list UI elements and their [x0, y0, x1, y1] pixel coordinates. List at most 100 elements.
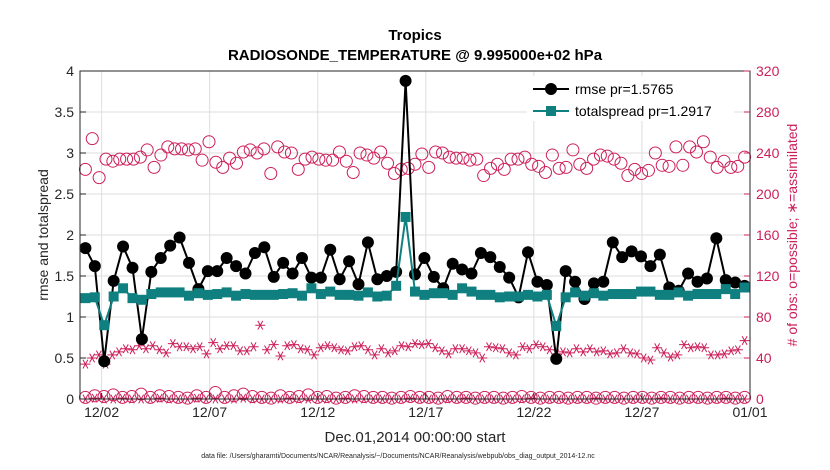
point-rmse — [540, 279, 553, 292]
series-rmse — [79, 74, 751, 368]
point-possible — [353, 146, 367, 160]
point-rmse — [88, 260, 101, 273]
point-possible-low — [682, 390, 696, 404]
point-rmse — [399, 74, 412, 87]
point-totalspread — [692, 289, 703, 300]
y-tick-label-left: 1.5 — [55, 268, 75, 284]
point-possible-low — [738, 390, 752, 404]
point-possible — [573, 157, 587, 171]
point-assimilated — [356, 341, 367, 351]
point-assimilated — [598, 346, 609, 356]
point-totalspread — [419, 289, 430, 300]
point-assimilated — [140, 344, 151, 354]
point-totalspread — [626, 289, 637, 300]
point-assimilated — [470, 348, 481, 358]
point-rmse — [493, 260, 506, 273]
point-rmse — [230, 260, 243, 273]
point-rmse — [597, 275, 610, 288]
point-possible — [710, 160, 724, 174]
point-possible — [442, 150, 456, 164]
x-tick-label: 12/17 — [408, 404, 443, 420]
point-totalspread — [344, 289, 355, 300]
point-totalspread — [485, 289, 496, 300]
point-assimilated — [295, 344, 306, 354]
point-assimilated — [228, 341, 239, 351]
point-possible-low — [376, 390, 390, 404]
point-possible — [106, 154, 120, 168]
point-totalspread — [504, 291, 515, 302]
point-possible — [298, 152, 312, 166]
point-rmse — [352, 278, 365, 291]
point-totalspread — [579, 290, 590, 301]
point-assimilated — [403, 342, 414, 352]
point-possible-low — [422, 390, 436, 404]
y-tick-label-left: 4 — [66, 63, 74, 79]
point-assimilated — [631, 349, 642, 359]
point-rmse — [98, 355, 111, 368]
y-tick-label-left: 1 — [66, 309, 74, 325]
point-totalspread — [118, 283, 129, 294]
point-assimilated — [107, 350, 118, 360]
point-possible-low — [524, 390, 538, 404]
point-rmse — [79, 242, 92, 255]
point-possible — [538, 165, 552, 179]
point-assimilated — [497, 344, 508, 354]
point-possible-low — [348, 389, 362, 403]
point-assimilated — [329, 343, 340, 353]
point-rmse — [446, 257, 459, 270]
point-possible — [635, 167, 649, 180]
point-possible-low — [255, 390, 269, 404]
point-possible — [175, 142, 189, 156]
point-assimilated — [477, 353, 488, 363]
y-tick-label-right: 80 — [756, 309, 772, 325]
point-possible — [381, 156, 395, 170]
point-totalspread — [654, 289, 665, 300]
point-possible — [648, 146, 662, 160]
x-tick-label: 12/12 — [300, 404, 335, 420]
point-totalspread — [532, 291, 543, 302]
point-rmse — [474, 247, 487, 260]
axis-ticks: 00.511.522.533.5404080120160200240280320… — [55, 63, 780, 420]
point-possible-low — [413, 390, 427, 404]
y-tick-label-right: 280 — [756, 104, 780, 120]
point-possible — [731, 159, 745, 173]
legend-spread-marker — [546, 106, 556, 116]
point-possible — [236, 145, 250, 159]
point-possible-low — [320, 390, 334, 404]
point-assimilated — [584, 344, 595, 354]
x-tick-label: 12/27 — [624, 404, 659, 420]
point-possible — [518, 150, 532, 164]
point-assimilated — [282, 341, 293, 351]
y-tick-label-left: 2 — [66, 227, 74, 243]
point-assimilated — [114, 347, 125, 357]
point-totalspread — [306, 283, 317, 294]
point-totalspread — [287, 288, 298, 299]
y-tick-label-right: 200 — [756, 186, 780, 202]
point-assimilated — [268, 340, 279, 350]
point-totalspread — [391, 280, 402, 291]
point-rmse — [719, 274, 732, 287]
point-totalspread — [730, 289, 741, 300]
point-assimilated — [389, 346, 400, 356]
point-possible-low — [505, 390, 519, 404]
point-possible — [607, 152, 621, 166]
point-totalspread — [541, 289, 552, 300]
point-possible — [223, 151, 237, 165]
point-assimilated — [571, 344, 582, 354]
point-rmse — [154, 251, 167, 264]
point-assimilated — [147, 341, 158, 351]
point-totalspread — [720, 284, 731, 295]
point-possible-low — [431, 391, 445, 405]
point-rmse — [390, 265, 403, 278]
point-possible-low — [589, 391, 603, 405]
point-rmse — [531, 275, 544, 288]
point-assimilated — [127, 345, 138, 355]
point-possible — [683, 140, 697, 154]
point-rmse — [371, 273, 384, 286]
point-rmse — [456, 263, 469, 276]
point-possible — [655, 158, 669, 172]
point-assimilated — [430, 343, 441, 353]
point-rmse — [145, 265, 158, 278]
point-possible — [504, 152, 518, 166]
point-possible-low — [552, 390, 566, 404]
